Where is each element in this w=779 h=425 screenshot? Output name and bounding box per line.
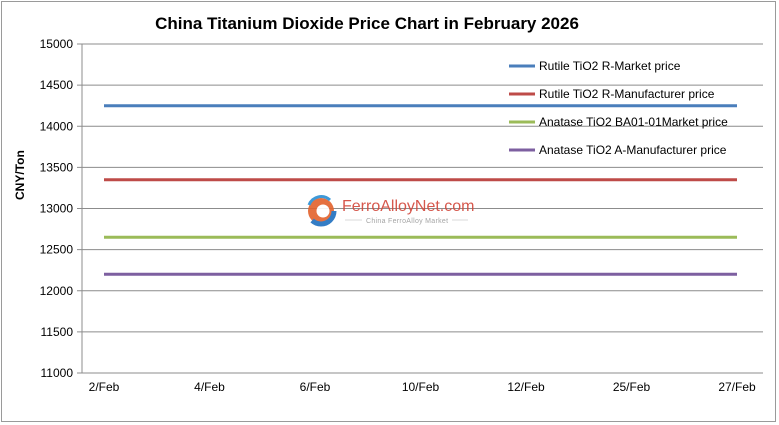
x-tick-label: 2/Feb — [89, 380, 120, 394]
y-tick-label: 12500 — [40, 243, 74, 257]
x-tick-label: 25/Feb — [613, 380, 651, 394]
watermark-tagline: China FerroAlloy Market — [366, 218, 448, 225]
y-tick-label: 13500 — [40, 160, 74, 174]
x-tick-label: 6/Feb — [300, 380, 331, 394]
legend: Rutile TiO2 R-Market price Rutile TiO2 R-… — [509, 59, 728, 157]
y-tick-label: 14000 — [40, 119, 74, 133]
x-tick-label: 12/Feb — [507, 380, 545, 394]
x-tick-label: 27/Feb — [718, 380, 756, 394]
x-tick-label: 4/Feb — [194, 380, 225, 394]
y-tick-label: 12000 — [40, 284, 74, 298]
watermark-name: FerroAlloyNet.com — [342, 198, 474, 215]
ferroalloynet-logo-icon — [305, 195, 337, 227]
y-tick-labels: 11000 11500 12000 12500 13000 13500 14000 14500… — [40, 37, 74, 380]
x-tick-label: 10/Feb — [402, 380, 440, 394]
y-tick-label: 14500 — [40, 78, 74, 92]
axes — [77, 43, 763, 374]
chart-title: China Titanium Dioxide Price Chart in Fe… — [155, 14, 579, 33]
y-tick-label: 11000 — [41, 366, 74, 380]
gridlines — [82, 43, 763, 333]
y-tick-label: 13000 — [40, 202, 74, 216]
y-tick-label: 11500 — [41, 325, 74, 339]
watermark-logo: FerroAlloyNet.com China FerroAlloy Marke… — [305, 195, 474, 227]
x-tick-labels: 2/Feb 4/Feb 6/Feb 10/Feb 12/Feb 25/Feb 27/Feb — [89, 380, 756, 394]
series-lines — [104, 104, 737, 276]
legend-label: Anatase TiO2 BA01-01Market price — [539, 115, 728, 129]
y-tick-label: 15000 — [40, 37, 74, 51]
legend-label: Anatase TiO2 A-Manufacturer price — [539, 143, 727, 157]
legend-label: Rutile TiO2 R-Market price — [539, 59, 681, 73]
legend-label: Rutile TiO2 R-Manufacturer price — [539, 87, 715, 101]
